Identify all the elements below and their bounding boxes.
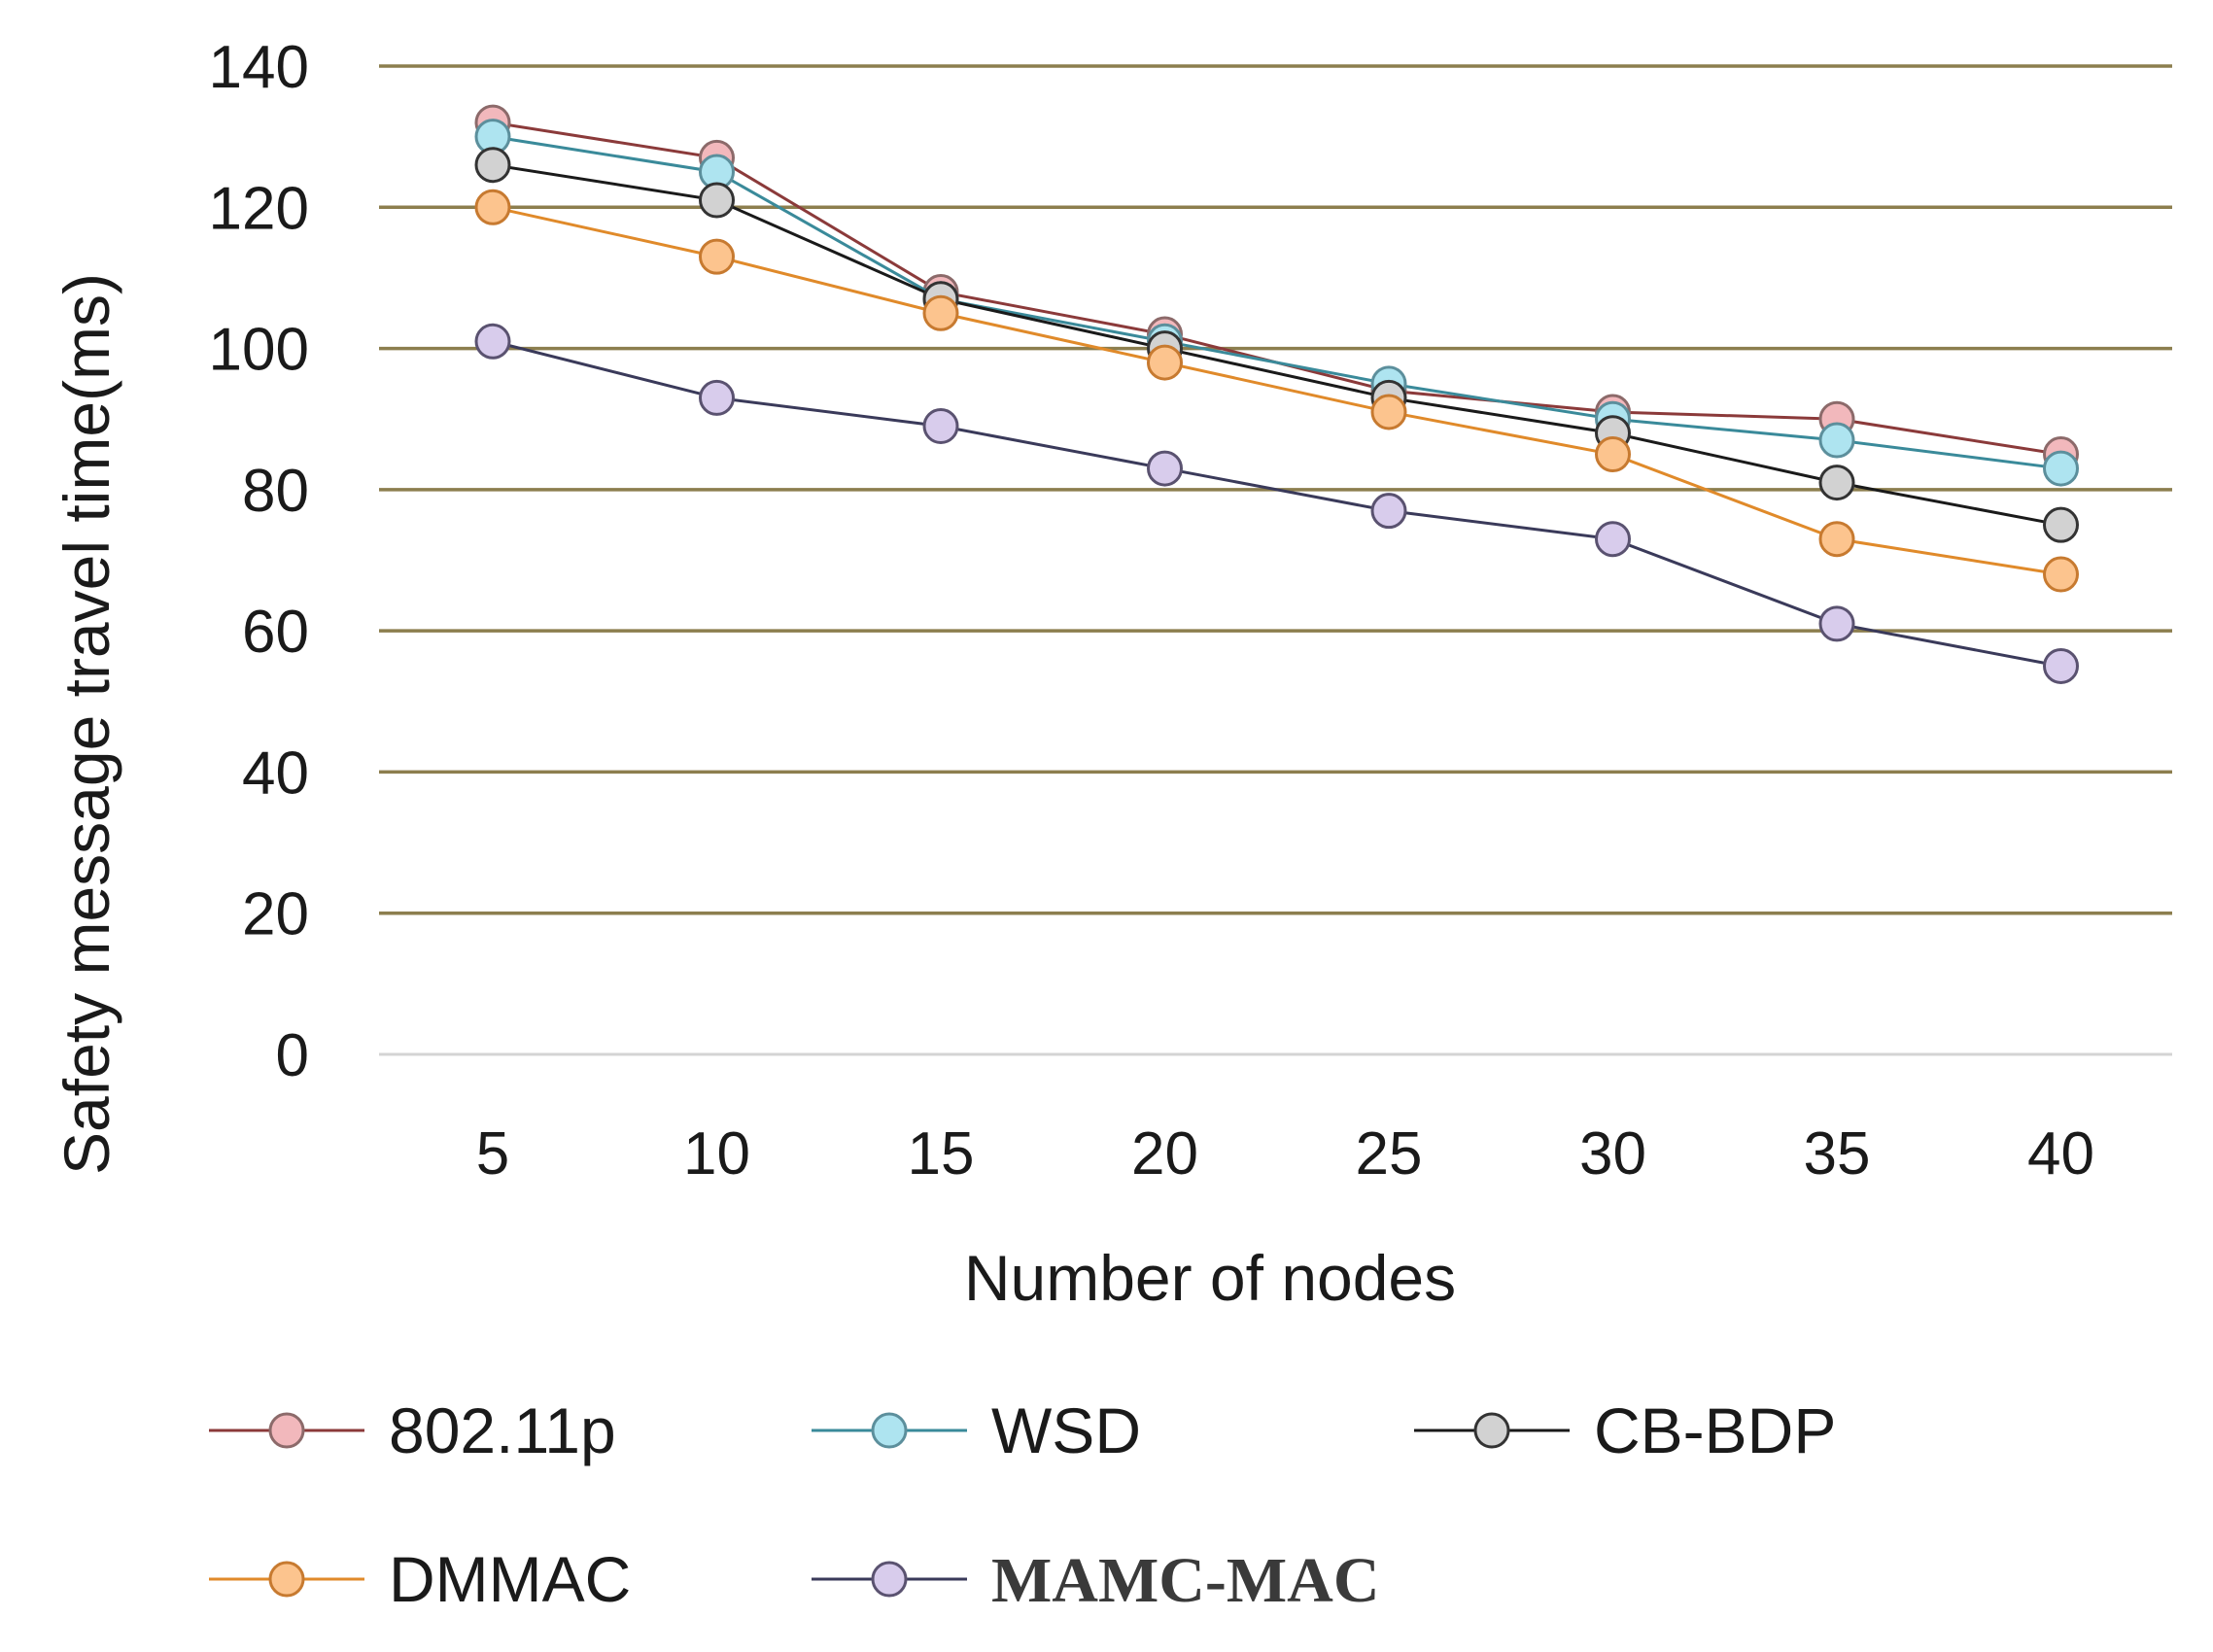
data-point: [1147, 344, 1183, 381]
y-tick-label: 0: [276, 1022, 309, 1089]
data-point: [2043, 647, 2079, 684]
legend-item: WSD: [812, 1394, 1141, 1466]
x-tick-label: 10: [683, 1120, 750, 1187]
series-line: [492, 163, 2061, 527]
data-point: [2043, 450, 2079, 487]
legend-item: DMMAC: [209, 1543, 631, 1615]
legend-item: 802.11p: [209, 1394, 616, 1466]
y-tick-label: 20: [242, 881, 309, 948]
data-point: [1147, 450, 1183, 487]
series-wsd: [474, 119, 2079, 487]
data-point: [474, 189, 511, 225]
legend-marker: [1473, 1412, 1510, 1449]
legend-marker: [871, 1412, 908, 1449]
data-point: [1818, 422, 1855, 459]
data-point: [1370, 493, 1407, 530]
x-tick-label: 30: [1579, 1120, 1646, 1187]
legend-label: WSD: [991, 1394, 1141, 1466]
series-line: [492, 205, 2061, 576]
series-mamc-mac: [474, 323, 2079, 684]
data-point: [922, 407, 959, 444]
y-axis-label: Safety message travel time(ms): [51, 273, 122, 1175]
legend-item: CB-BDP: [1414, 1394, 1836, 1466]
legend-label: DMMAC: [389, 1543, 631, 1615]
series-line: [492, 339, 2061, 668]
y-tick-label: 140: [209, 34, 309, 101]
legend-item: MAMC-MAC: [812, 1545, 1380, 1616]
x-tick-label: 25: [1356, 1120, 1423, 1187]
x-tick-label: 20: [1131, 1120, 1198, 1187]
y-tick-label: 40: [242, 740, 309, 807]
legend-marker: [268, 1561, 305, 1598]
x-tick-label: 15: [908, 1120, 975, 1187]
data-point: [699, 238, 735, 275]
series-lines: [474, 104, 2079, 684]
data-point: [474, 323, 511, 360]
legend-marker: [268, 1412, 305, 1449]
legend-label: CB-BDP: [1594, 1394, 1836, 1466]
y-tick-label: 100: [209, 317, 309, 384]
x-axis-label: Number of nodes: [964, 1242, 1456, 1314]
x-axis-ticks: 5 10 15 20 25 30 35 40: [476, 1120, 2094, 1187]
data-point: [1595, 521, 1631, 558]
legend-label: MAMC-MAC: [991, 1545, 1380, 1616]
data-point: [1595, 436, 1631, 473]
series-line: [492, 135, 2061, 470]
data-point: [1370, 394, 1407, 430]
data-point: [1818, 605, 1855, 642]
y-axis-ticks: 0 20 40 60 80 100 120 140: [209, 34, 309, 1089]
data-point: [1818, 521, 1855, 558]
data-point: [1818, 465, 1855, 501]
x-tick-label: 40: [2027, 1120, 2094, 1187]
data-point: [699, 379, 735, 416]
legend-marker: [871, 1561, 908, 1598]
gridlines: [379, 64, 2172, 1056]
data-point: [2043, 506, 2079, 543]
y-tick-label: 120: [209, 175, 309, 242]
y-tick-label: 80: [242, 458, 309, 525]
series-dmmac: [474, 189, 2079, 593]
data-point: [699, 182, 735, 219]
legend: 802.11p WSD CB-BDP DMMAC MAMC-MAC: [209, 1394, 1836, 1616]
data-point: [2043, 556, 2079, 593]
data-point: [474, 147, 511, 184]
y-tick-label: 60: [242, 599, 309, 666]
data-point: [922, 294, 959, 331]
legend-label: 802.11p: [389, 1394, 616, 1466]
x-tick-label: 35: [1804, 1120, 1871, 1187]
x-tick-label: 5: [476, 1120, 509, 1187]
